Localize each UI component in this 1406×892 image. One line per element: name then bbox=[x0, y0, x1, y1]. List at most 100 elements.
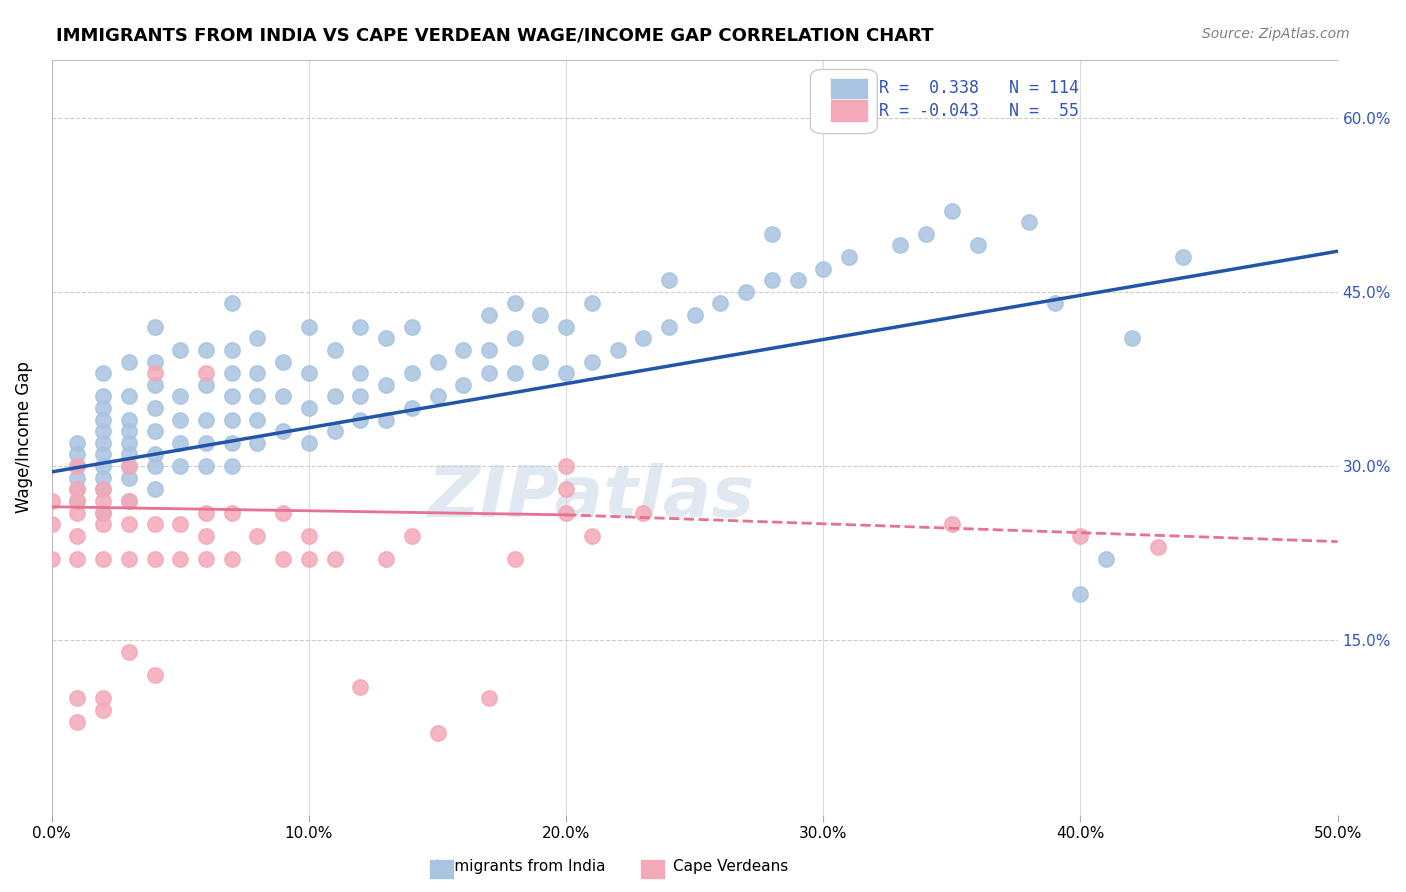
Point bbox=[118, 412, 141, 426]
Point bbox=[735, 285, 758, 299]
Point bbox=[271, 389, 294, 403]
Point bbox=[41, 552, 63, 566]
Point bbox=[118, 459, 141, 474]
Point bbox=[91, 366, 114, 380]
Point bbox=[555, 483, 578, 497]
Point bbox=[169, 412, 191, 426]
Point bbox=[221, 296, 243, 310]
Point bbox=[349, 319, 371, 334]
Point bbox=[375, 552, 398, 566]
Point bbox=[195, 412, 218, 426]
Point bbox=[813, 261, 835, 276]
Point bbox=[143, 668, 166, 682]
Point bbox=[761, 273, 783, 287]
Point bbox=[221, 412, 243, 426]
Point bbox=[91, 506, 114, 520]
Point bbox=[118, 448, 141, 462]
Y-axis label: Wage/Income Gap: Wage/Income Gap bbox=[15, 361, 32, 513]
Point bbox=[426, 726, 449, 740]
Point bbox=[195, 459, 218, 474]
Text: Source: ZipAtlas.com: Source: ZipAtlas.com bbox=[1202, 27, 1350, 41]
Point bbox=[298, 552, 321, 566]
Point bbox=[298, 319, 321, 334]
Point bbox=[246, 366, 269, 380]
Point bbox=[91, 552, 114, 566]
Point bbox=[169, 552, 191, 566]
Point bbox=[66, 494, 89, 508]
Point bbox=[658, 319, 681, 334]
Point bbox=[41, 517, 63, 532]
Point bbox=[221, 343, 243, 357]
Point bbox=[143, 483, 166, 497]
Text: R =  0.338   N = 114: R = 0.338 N = 114 bbox=[879, 79, 1078, 97]
Point bbox=[143, 354, 166, 368]
Point bbox=[169, 389, 191, 403]
Point bbox=[349, 680, 371, 694]
Point bbox=[1173, 250, 1195, 264]
Point bbox=[66, 494, 89, 508]
Point bbox=[1146, 541, 1168, 555]
Point bbox=[401, 366, 423, 380]
Point bbox=[246, 331, 269, 345]
Point bbox=[118, 424, 141, 438]
Point bbox=[709, 296, 731, 310]
Point bbox=[1069, 529, 1091, 543]
Bar bbox=[830, 99, 869, 121]
Point bbox=[323, 343, 346, 357]
Point bbox=[1043, 296, 1066, 310]
Point bbox=[66, 714, 89, 729]
Point bbox=[66, 471, 89, 485]
Point bbox=[1069, 587, 1091, 601]
Point bbox=[426, 354, 449, 368]
Point bbox=[271, 424, 294, 438]
Point bbox=[323, 552, 346, 566]
Point bbox=[246, 529, 269, 543]
Text: IMMIGRANTS FROM INDIA VS CAPE VERDEAN WAGE/INCOME GAP CORRELATION CHART: IMMIGRANTS FROM INDIA VS CAPE VERDEAN WA… bbox=[56, 27, 934, 45]
Point bbox=[401, 319, 423, 334]
Point bbox=[66, 459, 89, 474]
Point bbox=[349, 389, 371, 403]
Point bbox=[118, 435, 141, 450]
Point bbox=[966, 238, 988, 252]
Point bbox=[66, 435, 89, 450]
Point bbox=[298, 435, 321, 450]
Point bbox=[66, 691, 89, 706]
Point bbox=[66, 529, 89, 543]
Point bbox=[91, 435, 114, 450]
Point bbox=[606, 343, 628, 357]
Point bbox=[221, 459, 243, 474]
Point bbox=[91, 494, 114, 508]
Point bbox=[195, 377, 218, 392]
Point bbox=[91, 703, 114, 717]
Point bbox=[323, 389, 346, 403]
Point bbox=[118, 517, 141, 532]
Point bbox=[66, 448, 89, 462]
Point bbox=[451, 343, 474, 357]
Point bbox=[375, 331, 398, 345]
Point bbox=[555, 459, 578, 474]
Text: R = -0.043   N =  55: R = -0.043 N = 55 bbox=[879, 102, 1078, 120]
Point bbox=[271, 506, 294, 520]
Point bbox=[503, 366, 526, 380]
Point bbox=[478, 343, 501, 357]
Point bbox=[761, 227, 783, 241]
Text: Immigrants from India: Immigrants from India bbox=[434, 859, 606, 874]
Point bbox=[221, 506, 243, 520]
Point bbox=[118, 459, 141, 474]
Point bbox=[503, 552, 526, 566]
Point bbox=[246, 435, 269, 450]
Point bbox=[118, 389, 141, 403]
Point bbox=[529, 354, 551, 368]
Point bbox=[633, 331, 655, 345]
Point bbox=[555, 506, 578, 520]
Point bbox=[529, 308, 551, 322]
Point bbox=[66, 483, 89, 497]
Point bbox=[66, 483, 89, 497]
Point bbox=[375, 412, 398, 426]
Point bbox=[478, 366, 501, 380]
Point bbox=[221, 366, 243, 380]
Point bbox=[118, 494, 141, 508]
Point bbox=[375, 377, 398, 392]
Point bbox=[1121, 331, 1143, 345]
Point bbox=[478, 691, 501, 706]
